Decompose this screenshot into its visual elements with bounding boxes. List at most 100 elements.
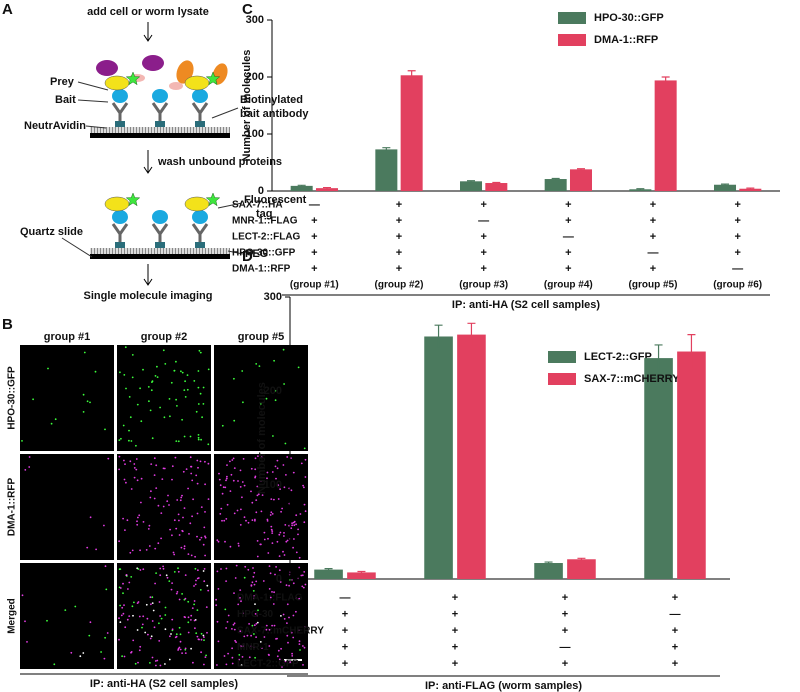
- leader: [61, 237, 93, 258]
- bar: [485, 183, 508, 191]
- spot: [130, 488, 133, 490]
- spot: [187, 631, 190, 634]
- spot: [221, 424, 224, 427]
- spot: [186, 374, 189, 376]
- spot: [240, 599, 242, 602]
- spot: [195, 410, 198, 413]
- spot: [171, 465, 174, 468]
- spot: [175, 360, 177, 363]
- leader: [85, 125, 107, 129]
- spot: [175, 398, 178, 401]
- spot: [233, 377, 235, 380]
- spot: [79, 655, 82, 658]
- condition-value: +: [650, 231, 656, 243]
- condition-value: —: [563, 231, 574, 243]
- spot: [260, 456, 263, 459]
- spot: [234, 639, 237, 642]
- spot: [131, 549, 134, 552]
- micrograph: [214, 454, 308, 560]
- spot: [135, 458, 138, 460]
- step-label: Single molecule imaging: [84, 290, 213, 302]
- condition-value: +: [562, 592, 568, 604]
- bait: [192, 89, 208, 103]
- spot: [263, 531, 266, 534]
- spot: [46, 619, 48, 622]
- condition-label: DMA-1::FLAG: [237, 593, 303, 604]
- spot: [164, 606, 167, 609]
- spot: [302, 664, 304, 666]
- spot: [176, 499, 179, 501]
- spot: [302, 586, 305, 589]
- spot: [303, 571, 306, 573]
- spot: [260, 480, 262, 482]
- spot: [140, 501, 142, 504]
- leader: [77, 99, 109, 103]
- spot: [197, 386, 200, 389]
- spot: [269, 572, 272, 575]
- bar: [714, 184, 737, 191]
- bar: [314, 569, 343, 579]
- spot: [271, 530, 274, 532]
- spot: [270, 498, 273, 500]
- spot: [298, 597, 301, 600]
- condition-value: +: [672, 592, 678, 604]
- condition-value: +: [342, 658, 348, 670]
- spot: [187, 600, 190, 603]
- spot: [121, 606, 124, 609]
- spot: [159, 567, 162, 570]
- spot: [216, 664, 218, 666]
- spot: [123, 604, 125, 606]
- spot: [271, 471, 274, 473]
- spot: [175, 527, 178, 530]
- spot: [157, 542, 160, 545]
- spot: [255, 511, 258, 514]
- spot: [147, 386, 150, 388]
- spot: [174, 456, 177, 459]
- spot: [135, 444, 137, 447]
- spot: [178, 646, 181, 649]
- spot: [194, 583, 197, 586]
- spot: [202, 543, 205, 546]
- spot: [82, 393, 85, 396]
- spot: [253, 624, 256, 627]
- spot: [266, 477, 268, 480]
- spot: [104, 636, 106, 639]
- spot: [83, 351, 86, 354]
- spot: [24, 469, 27, 471]
- error-bar: [407, 70, 416, 80]
- spot: [171, 478, 173, 481]
- spot: [253, 597, 255, 600]
- legend-label: SAX-7::mCHERRY: [584, 373, 680, 385]
- spot: [233, 622, 236, 625]
- spot: [253, 595, 256, 597]
- spot: [254, 468, 257, 471]
- spot: [219, 484, 222, 487]
- spot: [150, 389, 153, 392]
- spot: [119, 568, 122, 570]
- spot: [155, 464, 158, 467]
- spot: [163, 416, 166, 419]
- condition-value: —: [340, 592, 351, 604]
- spot: [183, 389, 186, 391]
- spot: [123, 655, 126, 658]
- micrograph: [214, 345, 308, 451]
- neutravidin: [195, 121, 205, 127]
- spot: [130, 440, 133, 442]
- spot: [133, 467, 136, 469]
- spot: [303, 447, 306, 450]
- spot: [64, 609, 67, 611]
- y-tick-label: 0: [276, 573, 282, 585]
- bar: [424, 336, 453, 579]
- x-tick-label: (group #4): [544, 280, 593, 291]
- error-bar: [544, 561, 553, 564]
- condition-value: +: [565, 263, 571, 275]
- spot: [50, 422, 53, 425]
- spot: [299, 513, 302, 515]
- spot: [251, 519, 254, 521]
- spot: [265, 397, 268, 400]
- condition-label: HPO-30::GFP: [232, 248, 296, 259]
- spot: [180, 546, 183, 549]
- spot: [268, 654, 270, 656]
